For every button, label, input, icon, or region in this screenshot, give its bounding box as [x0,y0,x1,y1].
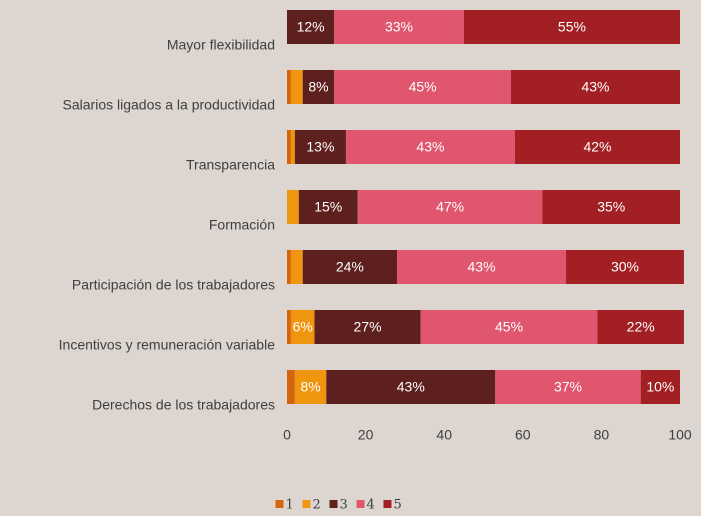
bar-segment [302,70,335,104]
bar-segment [597,310,684,344]
bar-segment [334,70,512,104]
value-label: 13% [306,139,334,155]
bar-segment [287,250,291,284]
value-label: 37% [554,379,582,395]
bar-segment [542,190,680,224]
bar-segment [640,370,680,404]
category-label: Transparencia [186,157,275,173]
value-label: 43% [416,139,444,155]
value-label: 45% [495,319,523,335]
legend-swatch [383,500,392,508]
bar-segment [287,70,291,104]
legend-label: 4 [367,498,375,513]
category-label: Derechos de los trabajadores [92,397,275,413]
value-label: 43% [581,79,609,95]
bar-segment [294,130,346,164]
bar-segment [287,10,335,44]
value-label: 42% [583,139,611,155]
legend-label: 3 [340,498,348,513]
bar-segment [287,130,291,164]
category-label: Mayor flexibilidad [167,37,275,53]
bar-segment [357,190,543,224]
value-label: 27% [354,319,382,335]
bar-segment [287,310,291,344]
value-label: 12% [297,19,325,35]
bar-segment [290,130,295,164]
bar-segment [334,10,464,44]
value-label: 6% [293,319,313,335]
bar-segment [314,310,421,344]
value-label: 43% [397,379,425,395]
value-label: 35% [597,199,625,215]
x-tick-label: 60 [515,427,531,443]
bar-segment [287,370,295,404]
bar-segment [495,370,641,404]
bar-segment [463,10,680,44]
category-label: Formación [209,217,275,233]
bar-segment [511,70,680,104]
x-tick-label: 20 [358,427,374,443]
value-label: 55% [558,19,586,35]
value-label: 43% [468,259,496,275]
x-tick-label: 100 [668,427,692,443]
legend-label: 1 [286,498,294,513]
value-label: 22% [627,319,655,335]
x-tick-label: 0 [283,427,291,443]
value-label: 33% [385,19,413,35]
value-label: 24% [336,259,364,275]
x-tick-label: 40 [436,427,452,443]
legend-swatch [356,500,365,508]
value-label: 10% [646,379,674,395]
value-label: 8% [308,79,328,95]
value-label: 30% [611,259,639,275]
bar-segment [294,370,327,404]
bar-segment [287,190,299,224]
category-label: Incentivos y remuneración variable [59,337,276,353]
value-label: 15% [314,199,342,215]
bar-segment [397,250,567,284]
x-tick-label: 80 [594,427,610,443]
bar-segment [326,370,496,404]
bar-segment [514,130,680,164]
legend-swatch [275,500,284,508]
bar-segment [290,250,303,284]
bar-segment [298,190,358,224]
legend-label: 2 [313,498,321,513]
value-label: 8% [300,379,320,395]
legend-swatch [329,500,338,508]
bar-segment [345,130,515,164]
bar-segment [290,70,303,104]
bar-segment [566,250,684,284]
bar-segment [290,310,315,344]
value-label: 47% [436,199,464,215]
category-label: Salarios ligados a la productividad [63,97,275,113]
bar-segment [302,250,398,284]
legend-swatch [302,500,311,508]
category-label: Participación de los trabajadores [72,277,275,293]
value-label: 45% [409,79,437,95]
legend-label: 5 [394,498,402,513]
bar-segment [420,310,598,344]
